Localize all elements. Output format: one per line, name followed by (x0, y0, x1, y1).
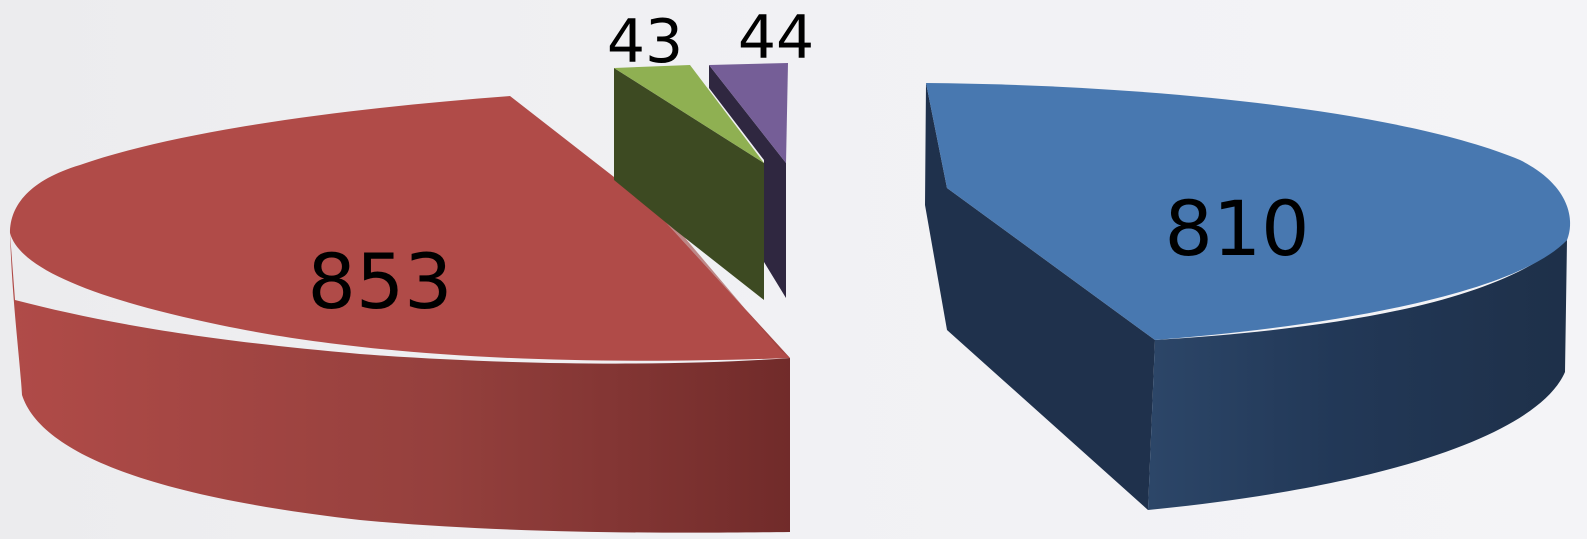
slice-43-side (614, 68, 764, 300)
data-label-44: 44 (738, 3, 814, 73)
data-label-43: 43 (607, 7, 683, 77)
slice-853-inner-face (650, 205, 790, 358)
slice-44-side (709, 65, 786, 298)
slice-43 (614, 65, 764, 300)
data-label-810: 810 (1164, 184, 1309, 273)
slice-810 (925, 83, 1571, 510)
slice-853-side (10, 233, 790, 533)
slice-44 (709, 63, 788, 298)
slice-853-top (10, 96, 790, 361)
slice-44-top (709, 63, 788, 163)
data-label-853: 853 (307, 237, 452, 326)
slice-853 (10, 96, 790, 533)
slice-810-top (926, 83, 1571, 340)
slice-810-side (1148, 240, 1567, 510)
slice-810-left-face (925, 83, 1155, 510)
slice-43-top (614, 65, 764, 163)
